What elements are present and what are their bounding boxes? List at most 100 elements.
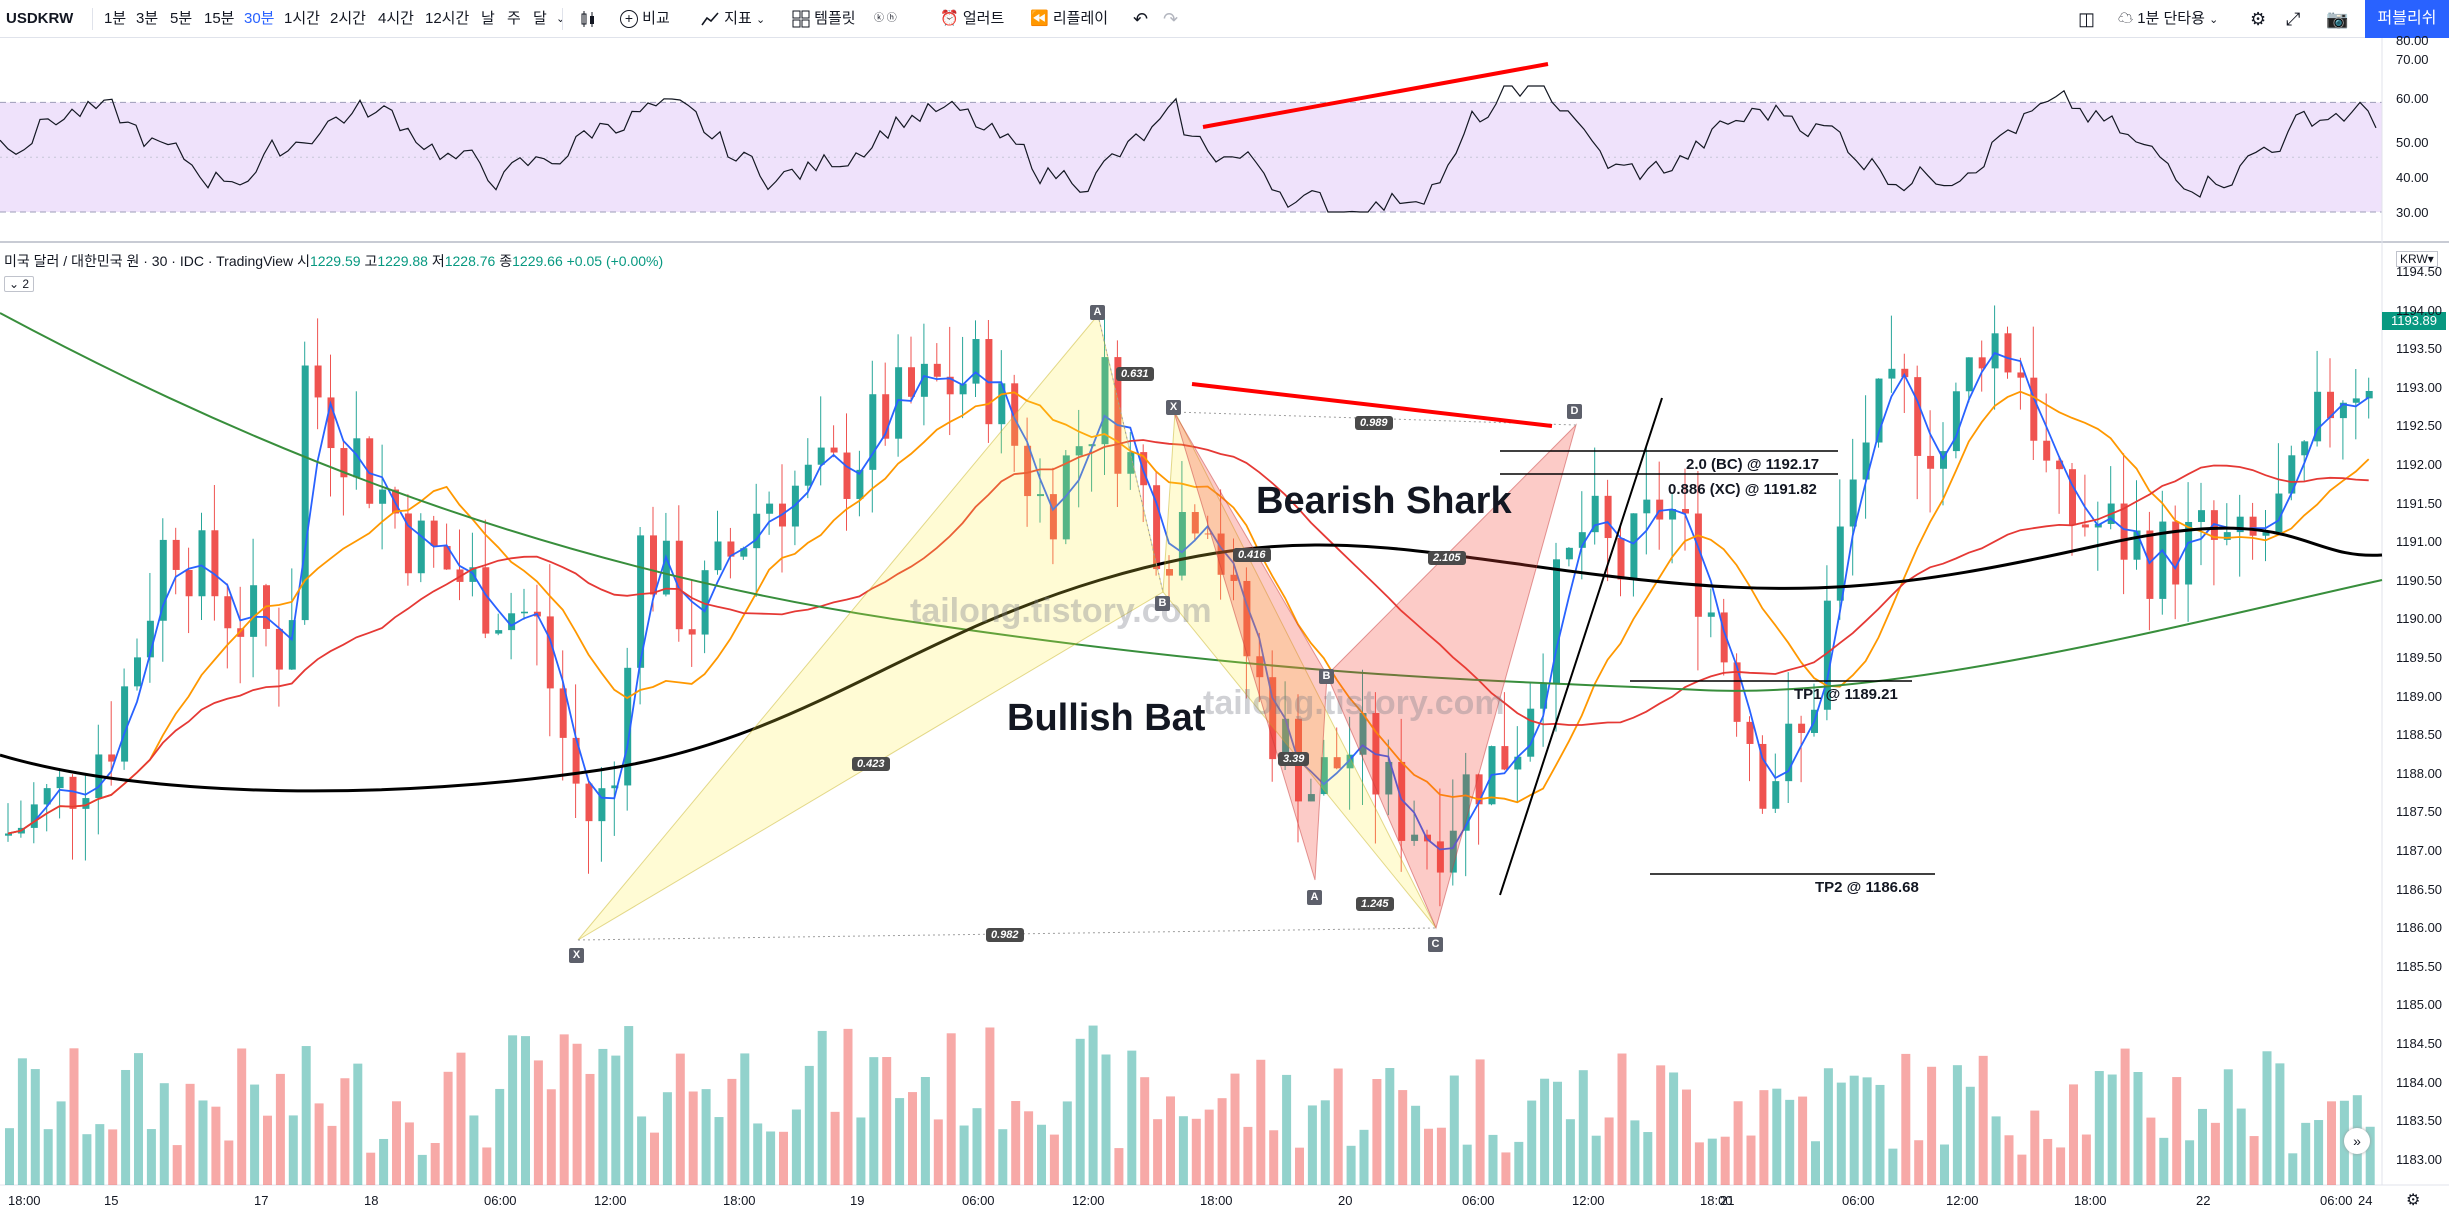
- interval-11[interactable]: 달: [533, 10, 547, 27]
- interval-0[interactable]: 1분: [104, 10, 127, 27]
- chevron-down-icon: ⌄: [2209, 14, 2219, 26]
- candle-body: [882, 394, 890, 439]
- candle-body: [546, 616, 554, 689]
- interval-3[interactable]: 15분: [204, 10, 235, 27]
- candle-body: [134, 657, 141, 687]
- volume-bar: [1643, 1132, 1653, 1185]
- candle-body: [2030, 377, 2038, 441]
- candle-body: [2081, 524, 2089, 528]
- chart-canvas[interactable]: [0, 38, 2449, 1210]
- candle-body: [1514, 756, 1522, 770]
- settings-gear-icon[interactable]: ⚙: [2250, 9, 2267, 29]
- volume-bar: [237, 1048, 247, 1185]
- rsi-axis-tick: 80.00: [2396, 33, 2429, 48]
- candle-body: [1578, 532, 1586, 548]
- candle-body: [675, 540, 683, 630]
- candle-body: [740, 548, 748, 557]
- volume-bar: [301, 1046, 311, 1185]
- time-axis-tick: 19: [850, 1193, 865, 1208]
- candle-body: [1127, 452, 1135, 474]
- fullscreen-icon[interactable]: ⤢: [2286, 9, 2301, 29]
- symbol-search[interactable]: USDKRW: [6, 10, 74, 27]
- chevron-down-icon[interactable]: ⌄: [556, 13, 566, 25]
- rsi-axis-tick: 70.00: [2396, 52, 2429, 67]
- templates-button[interactable]: 템플릿: [792, 0, 856, 38]
- candle-body: [185, 569, 193, 597]
- volume-bar: [1862, 1077, 1872, 1185]
- rsi-axis-tick: 60.00: [2396, 91, 2429, 106]
- camera-icon[interactable]: 📷: [2326, 9, 2349, 29]
- candle-body: [2069, 469, 2076, 525]
- candle-body: [1772, 781, 1780, 809]
- layout-selector[interactable]: ☁ 1분 단타용 ⌄: [2118, 0, 2218, 38]
- candle-body: [2288, 455, 2296, 494]
- rsi-divergence-line: [1202, 62, 1549, 129]
- candle-body: [2146, 530, 2154, 599]
- volume-bar: [1849, 1075, 1859, 1185]
- candle-body: [1836, 526, 1844, 601]
- candle-body: [1798, 723, 1806, 733]
- candle-body: [521, 611, 528, 614]
- legend-close-label: 종: [499, 253, 513, 269]
- alert-button[interactable]: ⏰ 얼러트: [940, 0, 1004, 38]
- candle-body: [1540, 683, 1548, 709]
- volume-bar: [2327, 1101, 2336, 1185]
- level-2bc-label: 2.0 (BC) @ 1192.17: [1686, 456, 1820, 473]
- panel-layout-icon[interactable]: ◫: [2078, 9, 2096, 29]
- volume-bar: [1617, 1053, 1627, 1185]
- divider: [92, 8, 93, 30]
- candle-body: [1269, 677, 1277, 760]
- volume-bar: [379, 1138, 389, 1185]
- ratio-label: 3.39: [1278, 752, 1310, 766]
- compare-button[interactable]: + 비교: [620, 0, 670, 38]
- indicators-button[interactable]: 지표 ⌄: [700, 0, 765, 38]
- top-toolbar: USDKRW 1분 3분 5분 15분 30분 1시간 2시간 4시간 12시간 날 주 달 ⌄ + 비…: [0, 0, 2449, 38]
- currency-selector[interactable]: KRW▾: [2396, 251, 2438, 267]
- indicator-toggle[interactable]: ⌄ 2: [4, 276, 35, 292]
- ratio-label: 0.416: [1233, 548, 1271, 562]
- replay-button[interactable]: ⏪ 리플레이: [1030, 0, 1108, 38]
- volume-bar: [1682, 1089, 1691, 1185]
- publish-button[interactable]: 퍼블리쉬: [2365, 0, 2449, 38]
- interval-7[interactable]: 4시간: [378, 10, 414, 27]
- undo-icon[interactable]: ↶: [1133, 9, 1149, 29]
- candle-body: [1643, 499, 1651, 514]
- interval-4[interactable]: 30분: [244, 10, 275, 27]
- price-axis-tick: 1185.00: [2396, 997, 2443, 1013]
- time-axis-tick: 21: [1720, 1193, 1735, 1208]
- candle-body: [585, 783, 593, 822]
- candle-body: [611, 785, 619, 789]
- interval-2[interactable]: 5분: [170, 10, 193, 27]
- volume-bar: [1166, 1096, 1175, 1185]
- interval-5[interactable]: 1시간: [284, 10, 320, 27]
- candle-body: [972, 339, 980, 384]
- axis-settings-icon[interactable]: ⚙: [2406, 1192, 2421, 1209]
- interval-10[interactable]: 주: [507, 10, 521, 27]
- candle-body: [1591, 495, 1599, 533]
- volume-bar: [456, 1052, 466, 1185]
- candle-body: [43, 788, 51, 805]
- scroll-right-icon[interactable]: »: [2344, 1128, 2370, 1154]
- divider: [562, 8, 563, 30]
- candle-body: [2017, 372, 2025, 378]
- interval-8[interactable]: 12시간: [425, 10, 470, 27]
- bullish-bat-label: Bullish Bat: [1007, 697, 1206, 739]
- volume-bar: [1411, 1105, 1421, 1185]
- interval-6[interactable]: 2시간: [330, 10, 366, 27]
- candle-body: [662, 540, 670, 595]
- interval-9[interactable]: 날: [481, 10, 495, 27]
- volume-bar: [972, 1108, 982, 1185]
- ma-black-line: [0, 526, 2383, 793]
- volume-bar: [1746, 1135, 1756, 1185]
- candle-body: [275, 628, 283, 670]
- time-axis-tick: 18: [364, 1193, 379, 1208]
- bat-xd-line: [577, 927, 1437, 941]
- redo-icon[interactable]: ↷: [1163, 9, 1179, 29]
- candle-body: [1617, 538, 1625, 580]
- candle-style-icon[interactable]: [578, 0, 598, 38]
- volume-bar: [933, 1119, 943, 1185]
- shark-point-c: C: [1428, 937, 1443, 952]
- interval-1[interactable]: 3분: [136, 10, 159, 27]
- candle-body: [804, 464, 812, 486]
- volume-bar: [1346, 1145, 1356, 1185]
